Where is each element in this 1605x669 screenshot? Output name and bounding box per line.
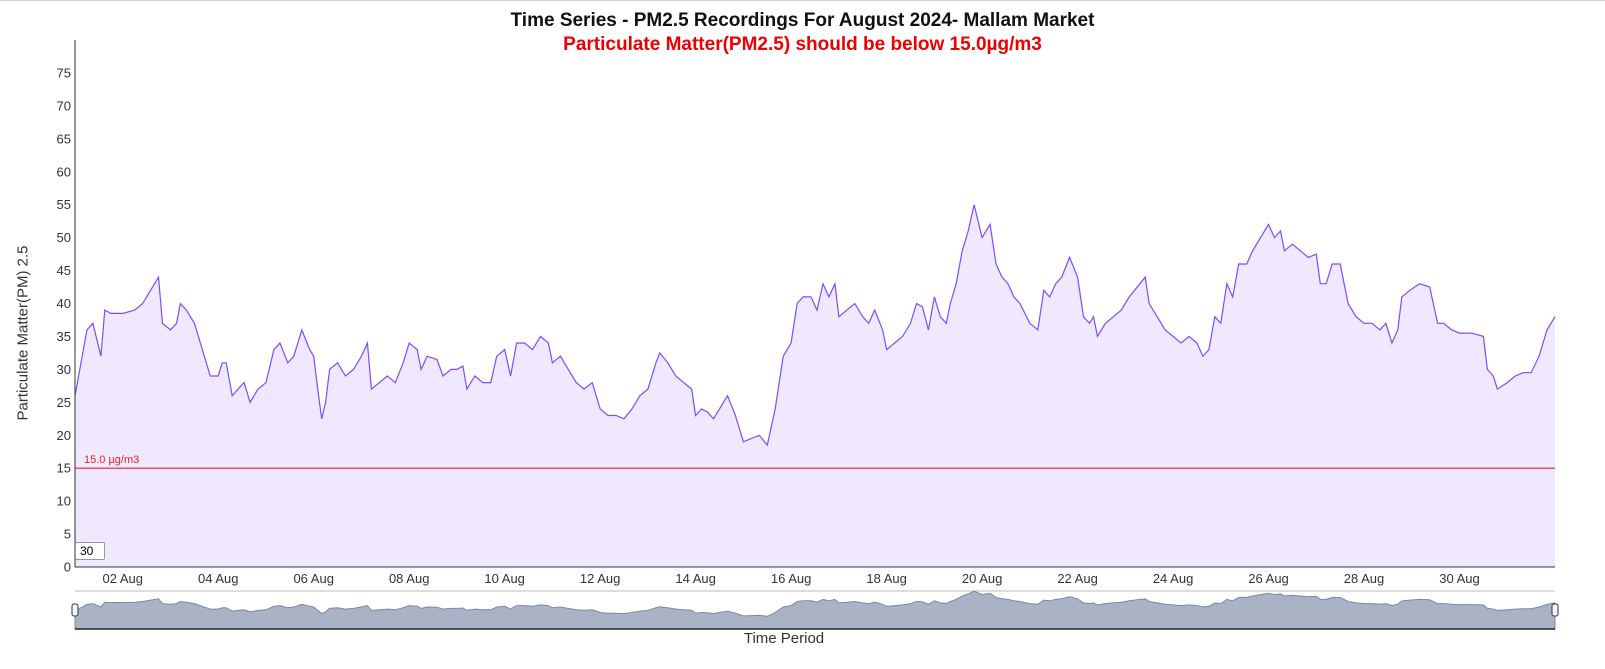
x-tick-label: 18 Aug	[866, 571, 907, 586]
x-tick-label: 12 Aug	[580, 571, 621, 586]
y-tick-label: 65	[57, 131, 71, 146]
x-axis-ticks: 02 Aug 04 Aug 06 Aug 08 Aug 10 Aug 12 Aug 14 A…	[102, 571, 1479, 586]
x-tick-label: 14 Aug	[675, 571, 716, 586]
x-tick-label: 06 Aug	[293, 571, 334, 586]
navigator-handle-right[interactable]	[1551, 603, 1559, 617]
range-selector-input[interactable]: 30	[75, 542, 105, 560]
y-tick-label: 25	[57, 395, 71, 410]
y-tick-label: 50	[57, 230, 71, 245]
x-tick-label: 16 Aug	[771, 571, 812, 586]
x-tick-label: 30 Aug	[1439, 571, 1480, 586]
y-tick-label: 45	[57, 263, 71, 278]
navigator-handle-left[interactable]	[71, 603, 79, 617]
x-tick-label: 20 Aug	[962, 571, 1003, 586]
range-navigator[interactable]	[71, 590, 1559, 630]
series-area	[75, 204, 1555, 567]
y-tick-label: 0	[64, 560, 71, 575]
y-axis-ticks: 0 5 10 15 20 25 30 35 40 45 50 55 60 65 70 75	[57, 65, 71, 574]
x-tick-label: 26 Aug	[1248, 571, 1289, 586]
x-tick-label: 02 Aug	[102, 571, 143, 586]
x-tick-label: 24 Aug	[1153, 571, 1194, 586]
y-tick-label: 35	[57, 329, 71, 344]
threshold-label: 15.0 µg/m3	[84, 454, 139, 466]
x-tick-label: 28 Aug	[1344, 571, 1385, 586]
y-tick-label: 70	[57, 98, 71, 113]
y-tick-label: 55	[57, 197, 71, 212]
x-tick-label: 08 Aug	[389, 571, 430, 586]
y-tick-label: 20	[57, 428, 71, 443]
y-tick-label: 30	[57, 362, 71, 377]
x-tick-label: 10 Aug	[484, 571, 525, 586]
chart-title: Time Series - PM2.5 Recordings For Augus…	[510, 10, 1095, 31]
x-tick-label: 22 Aug	[1057, 571, 1098, 586]
y-axis-title: Particulate Matter(PM) 2.5	[14, 245, 31, 420]
y-tick-label: 40	[57, 296, 71, 311]
chart-subtitle: Particulate Matter(PM2.5) should be belo…	[563, 34, 1042, 55]
navigator-area	[74, 590, 1556, 630]
y-tick-label: 60	[57, 164, 71, 179]
y-tick-label: 5	[64, 527, 71, 542]
y-tick-label: 75	[57, 65, 71, 80]
x-tick-label: 04 Aug	[198, 571, 239, 586]
x-axis-title: Time Period	[744, 630, 824, 647]
series-line	[74, 204, 1556, 447]
y-tick-label: 10	[57, 494, 71, 509]
y-tick-label: 15	[57, 461, 71, 476]
